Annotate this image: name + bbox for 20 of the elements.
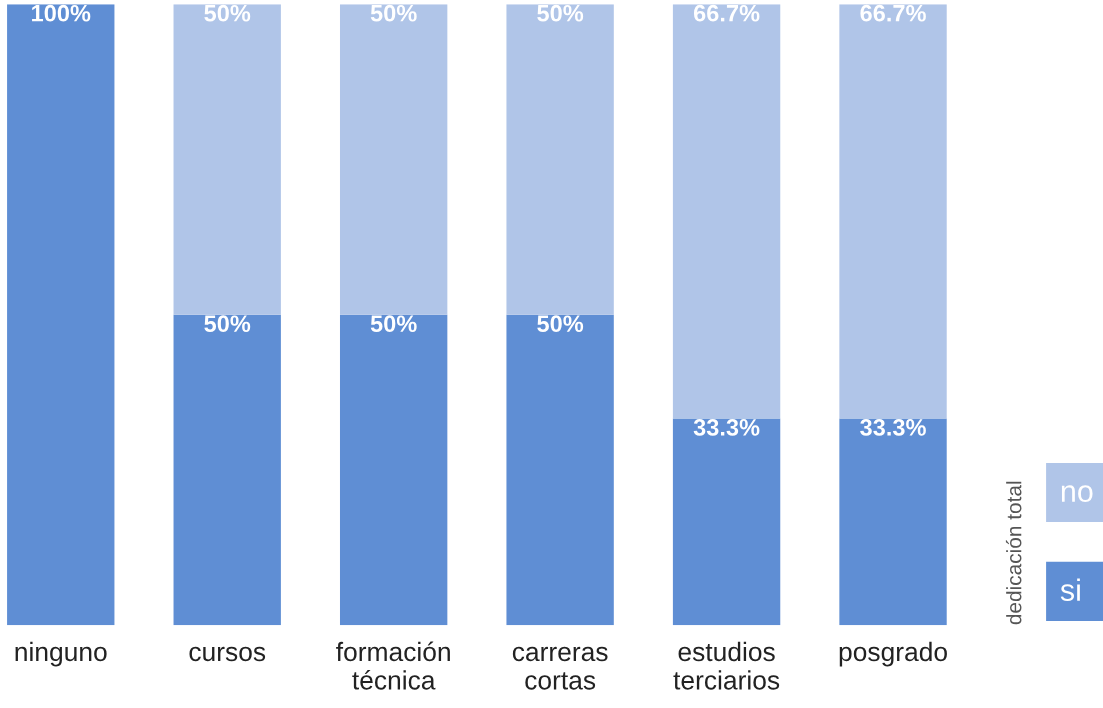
- legend-title: dedicación total: [1005, 481, 1022, 625]
- data-label: 50%: [204, 315, 251, 333]
- data-label: 33.3%: [693, 419, 760, 436]
- x-tick-label: formación técnica: [336, 641, 450, 690]
- data-label: 50%: [370, 4, 417, 22]
- data-label: 33.3%: [860, 419, 926, 436]
- text: no: [1061, 485, 1093, 503]
- x-tick-label: estudios terciarios: [673, 641, 780, 690]
- x-tick-label: posgrado: [839, 641, 947, 667]
- data-label: 100%: [32, 4, 91, 22]
- x-tick-label: carreras cortas: [512, 646, 608, 690]
- x-tick-label: ninguno: [15, 641, 107, 667]
- data-label: 50%: [370, 315, 417, 333]
- x-tick-label: cursos: [189, 646, 266, 662]
- data-label: 50%: [537, 315, 584, 333]
- data-label: 66.7%: [693, 4, 760, 22]
- data-label: 50%: [537, 4, 584, 22]
- data-label: 50%: [204, 4, 251, 22]
- text: si: [1060, 578, 1080, 601]
- data-label: 66.7%: [860, 4, 926, 22]
